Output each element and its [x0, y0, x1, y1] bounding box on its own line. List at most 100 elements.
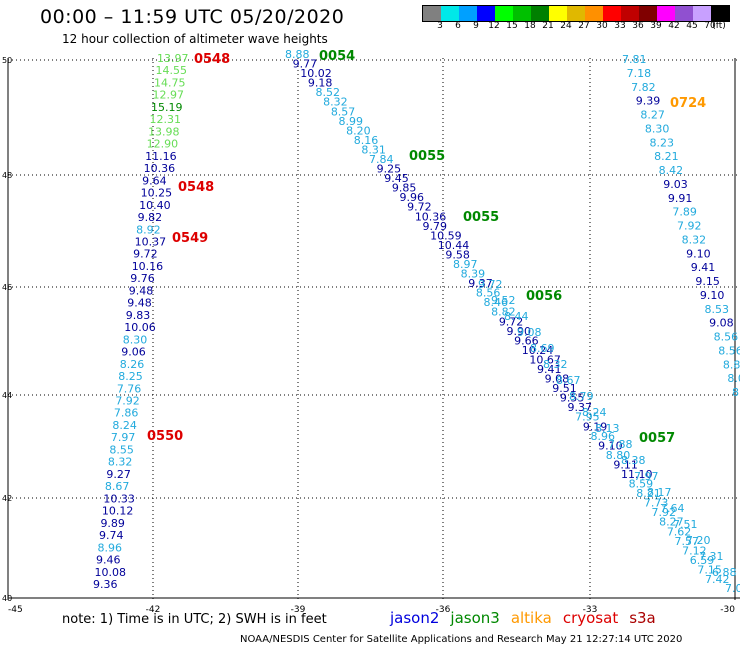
wave-height-value: 7.57	[674, 535, 699, 548]
wave-height-value: 9.48	[127, 297, 152, 310]
wave-height-value: 9.82	[138, 211, 163, 224]
wave-height-value: 8.31	[361, 143, 386, 156]
legend-entry-jason3: jason3	[450, 609, 500, 627]
wave-height-value: 9.77	[293, 58, 318, 71]
color-swatch	[423, 6, 441, 21]
color-scale-label: 12	[488, 21, 500, 31]
wave-height-value: 9.85	[392, 182, 417, 195]
wave-height-value: 8.69	[530, 342, 555, 355]
wave-height-value: 7.20	[686, 534, 711, 547]
credit-line: NOAA/NESDIS Center for Satellite Applica…	[240, 634, 683, 645]
wave-height-value: 9.41	[537, 363, 562, 376]
page-subtitle: 12 hour collection of altimeter wave hei…	[62, 32, 328, 46]
color-scale-label: 21	[542, 21, 554, 31]
wave-height-value: 7.42	[705, 573, 730, 586]
wave-height-value: 8.56	[714, 331, 739, 344]
wave-height-value: 12.90	[147, 138, 179, 151]
wave-height-value: 9.10	[598, 439, 623, 452]
wave-height-value: 9.11	[613, 458, 638, 471]
wave-height-value: 9.51	[552, 382, 577, 395]
wave-height-value: 8.32	[543, 358, 568, 371]
wave-height-value: 8.13	[595, 422, 620, 435]
color-swatch	[603, 6, 621, 21]
wave-height-value: 9.72	[478, 278, 503, 291]
footnote: note: 1) Time is in UTC; 2) SWH is in fe…	[62, 612, 327, 627]
pass-time-label: 0055	[409, 149, 445, 164]
wave-height-value: 9.10	[686, 247, 711, 260]
wave-height-value: 7.31	[699, 550, 724, 563]
color-swatch	[531, 6, 549, 21]
wave-height-value: 9.27	[106, 468, 131, 481]
wave-height-value: 7.95	[575, 411, 600, 424]
wave-height-value: 9.72	[407, 201, 432, 214]
color-scale-label: 30	[596, 21, 608, 31]
wave-height-value: 8.52	[316, 86, 341, 99]
wave-height-value: 10.33	[103, 492, 135, 505]
wave-height-value: 8.16	[354, 134, 379, 147]
wave-height-value: 8.59	[629, 478, 654, 491]
wave-height-value: 14.75	[154, 76, 186, 89]
wave-height-value: 8.92	[136, 223, 161, 236]
color-scale-label: 18	[524, 21, 536, 31]
wave-height-value: 8.32	[108, 456, 133, 469]
wave-height-value: 7.73	[644, 497, 669, 510]
wave-height-value: 9.46	[96, 554, 121, 567]
wave-height-value: 8.32	[682, 233, 707, 246]
color-swatch	[585, 6, 603, 21]
wave-height-value: 7.62	[667, 525, 692, 538]
latitude-tick-label: 44	[2, 391, 12, 400]
wave-height-value: 8.21	[636, 487, 661, 500]
wave-height-value: 12.97	[153, 89, 185, 102]
wave-height-value: 9.36	[93, 578, 118, 591]
wave-height-value: 8.99	[338, 115, 363, 128]
wave-height-value: 7.88	[608, 438, 633, 451]
longitude-tick-label: -30	[720, 605, 735, 615]
wave-height-value: 8.88	[285, 48, 310, 61]
wave-height-value: 8.24	[582, 406, 607, 419]
wave-height-value: 7.92	[652, 506, 677, 519]
wave-height-value: 9.15	[695, 275, 720, 288]
wave-height-value: 8.21	[654, 150, 679, 163]
wave-height-value: 8.25	[118, 370, 143, 383]
wave-height-value: 9.55	[560, 392, 585, 405]
wave-height-value: 10.24	[522, 344, 554, 357]
wave-height-value: 8.44	[504, 310, 529, 323]
wave-height-value: 9.76	[130, 272, 155, 285]
wave-height-value: 9.08	[545, 373, 570, 386]
wave-height-value: 9.58	[445, 248, 470, 261]
wave-height-value: 8.32	[323, 96, 348, 109]
wave-height-value: 10.44	[438, 239, 470, 252]
longitude-tick-label: -33	[583, 605, 598, 615]
latitude-tick-label: 40	[2, 594, 12, 603]
color-swatch	[549, 6, 567, 21]
wave-height-value: 9.45	[384, 172, 409, 185]
latitude-tick-label: 42	[2, 494, 12, 503]
wave-height-value: 8.67	[556, 374, 581, 387]
wave-height-value: 9.52	[491, 294, 516, 307]
color-scale-label: 42	[668, 21, 680, 31]
color-swatch	[639, 6, 657, 21]
pass-time-label: 0548	[194, 52, 230, 67]
wave-height-value: 10.02	[300, 67, 332, 80]
color-swatch	[495, 6, 513, 21]
wave-height-value: 10.12	[102, 505, 134, 518]
wave-height-value: 8.46	[484, 296, 509, 309]
wave-height-value: 7.86	[114, 407, 139, 420]
wave-height-value: 9.83	[126, 309, 151, 322]
wave-height-value: 8.30	[123, 333, 148, 346]
wave-height-value: 9.19	[583, 420, 608, 433]
wave-height-value: 9.39	[636, 95, 661, 108]
color-swatch	[693, 6, 711, 21]
wave-height-value: 9.18	[308, 77, 333, 90]
wave-height-value: 9.10	[700, 289, 725, 302]
pass-time-label: 0056	[526, 289, 562, 304]
color-swatch	[675, 6, 693, 21]
wave-height-value: 8.57	[331, 105, 356, 118]
wave-height-value: 12.31	[150, 113, 182, 126]
longitude-tick-label: -36	[436, 605, 451, 615]
wave-height-value: 10.36	[415, 210, 447, 223]
wave-height-value: 7.12	[682, 544, 707, 557]
legend-entry-cryosat: cryosat	[562, 609, 619, 627]
wave-height-value: 7.64	[660, 502, 685, 515]
